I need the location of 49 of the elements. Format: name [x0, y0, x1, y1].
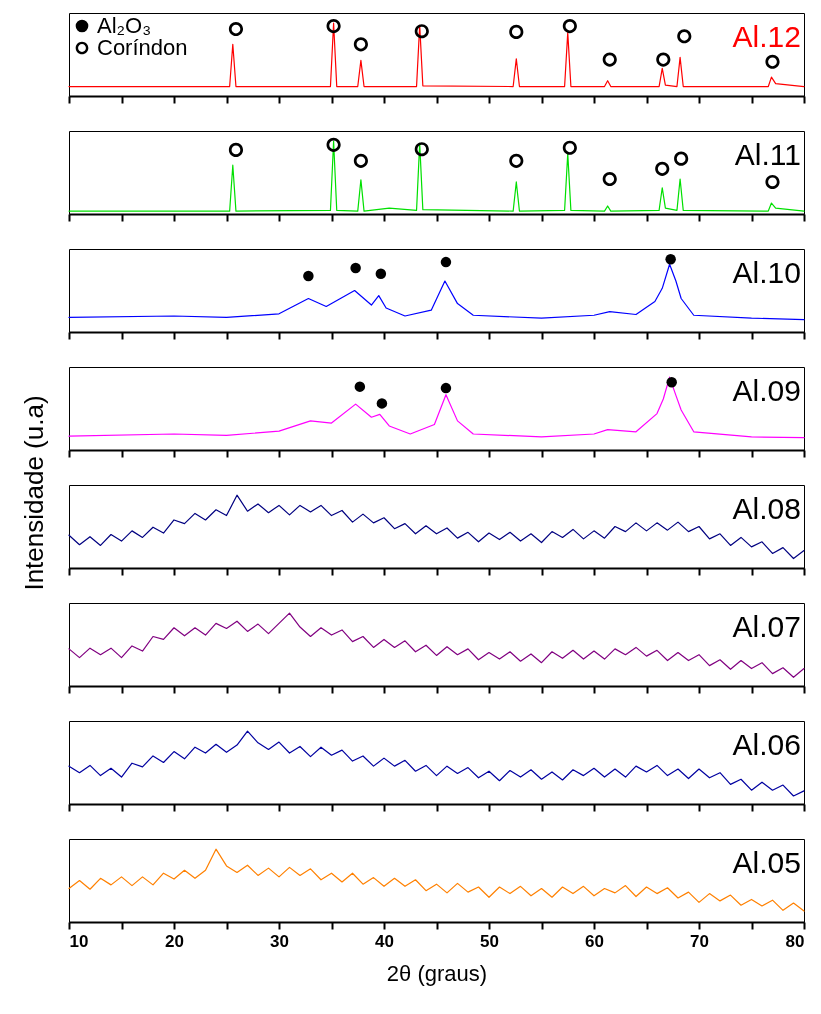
x-tick-label: 70: [690, 931, 709, 951]
point: [414, 142, 429, 157]
point: [656, 52, 671, 67]
series-label: Al.10: [732, 256, 801, 289]
point: [440, 382, 452, 394]
x-tick-label: 30: [270, 931, 289, 951]
point: [602, 171, 617, 187]
point: [674, 151, 689, 166]
point: [677, 29, 692, 44]
legend-label: Al₂O₃: [97, 13, 152, 38]
x-tick-label: 10: [69, 931, 89, 951]
series-label: Al.08: [732, 492, 801, 525]
point: [509, 24, 524, 39]
x-tick-label: 60: [585, 931, 604, 951]
point: [326, 19, 341, 34]
series-label: Al.12: [732, 20, 801, 53]
point: [562, 140, 577, 155]
point: [350, 262, 361, 274]
point: [665, 253, 676, 265]
legend-label: Coríndon: [97, 35, 188, 60]
point: [376, 398, 388, 409]
point: [414, 24, 429, 39]
x-axis-title: 2θ (graus): [386, 960, 488, 986]
series-label: Al.05: [732, 846, 801, 879]
point: [228, 21, 244, 37]
point: [765, 54, 780, 69]
point: [602, 52, 617, 67]
point: [509, 153, 524, 168]
point: [303, 270, 314, 282]
series-label: Al.09: [732, 374, 801, 407]
series-label: Al.11: [734, 138, 801, 171]
x-tick-label: 80: [785, 931, 805, 951]
point: [375, 268, 387, 279]
point: [326, 137, 341, 152]
point: [440, 256, 452, 268]
point: [655, 161, 670, 176]
point: [353, 37, 368, 52]
y-axis-title: Intensidade (u.a): [18, 395, 49, 591]
x-tick-label: 20: [165, 931, 184, 951]
point: [228, 142, 244, 157]
point: [354, 381, 366, 392]
x-tick-label: 50: [480, 931, 499, 951]
point: [765, 174, 780, 190]
point: [562, 19, 577, 34]
x-tick-label: 40: [375, 931, 394, 951]
point: [666, 377, 677, 388]
series-label: Al.06: [732, 728, 801, 761]
series-label: Al.07: [732, 610, 801, 643]
point: [353, 153, 368, 168]
